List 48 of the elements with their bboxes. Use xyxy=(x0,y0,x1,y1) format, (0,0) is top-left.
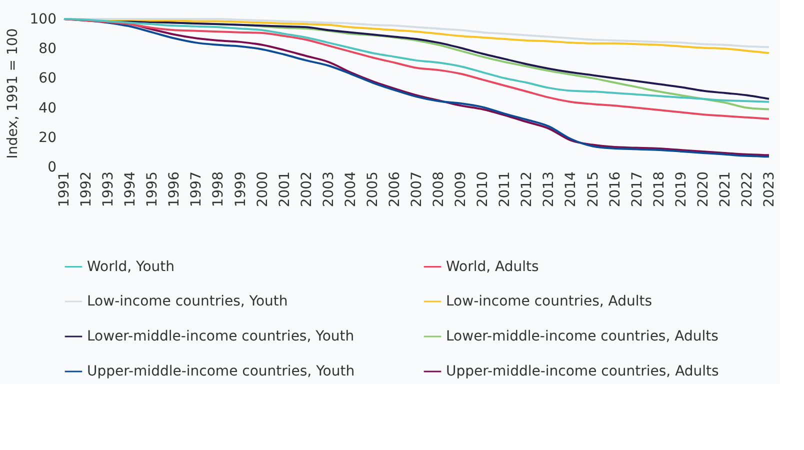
x-tick-label: 1995 xyxy=(144,172,161,208)
x-tick-label: 2022 xyxy=(739,172,756,208)
x-tick-label: 2019 xyxy=(673,172,690,208)
legend-label: Lower-middle-income countries, Adults xyxy=(446,328,718,344)
x-tick-label: 1997 xyxy=(188,172,205,208)
legend-label: Low-income countries, Youth xyxy=(87,294,288,310)
legend-label: Upper-middle-income countries, Youth xyxy=(87,364,355,380)
x-tick-label: 2001 xyxy=(276,172,293,208)
x-tick-label: 2013 xyxy=(541,172,558,208)
x-tick-label: 2008 xyxy=(431,172,448,208)
legend-label: Lower-middle-income countries, Youth xyxy=(87,328,354,344)
x-tick-label: 1991 xyxy=(56,172,72,208)
y-tick-label: 20 xyxy=(38,130,56,146)
x-tick-label: 2006 xyxy=(386,171,403,208)
legend-label: World, Adults xyxy=(446,258,539,275)
x-tick-label: 2014 xyxy=(563,171,580,208)
x-tick-label: 2020 xyxy=(695,172,712,208)
x-tick-label: 2010 xyxy=(475,172,492,208)
x-tick-label: 2003 xyxy=(320,172,337,208)
y-tick-label: 60 xyxy=(38,70,56,87)
x-tick-label: 1996 xyxy=(166,171,183,208)
x-tick-label: 2011 xyxy=(497,172,514,208)
y-axis-title: Index, 1991 = 100 xyxy=(4,28,21,159)
x-tick-label: 2009 xyxy=(453,172,470,208)
x-tick-label: 1992 xyxy=(78,172,95,208)
x-tick-label: 2018 xyxy=(651,172,668,208)
x-tick-label: 2007 xyxy=(409,172,425,208)
y-tick-label: 100 xyxy=(30,12,56,28)
x-tick-label: 2015 xyxy=(585,172,602,208)
x-tick-label: 2012 xyxy=(519,172,536,208)
x-tick-label: 2021 xyxy=(717,172,734,208)
legend-label: Upper-middle-income countries, Adults xyxy=(446,364,719,380)
x-tick-label: 2000 xyxy=(254,172,271,208)
y-tick-label: 40 xyxy=(38,100,56,116)
x-tick-label: 1999 xyxy=(232,172,249,208)
x-tick-label: 2023 xyxy=(762,172,778,208)
legend-label: World, Youth xyxy=(87,258,175,275)
y-tick-label: 80 xyxy=(38,41,56,58)
x-tick-label: 1993 xyxy=(100,172,117,208)
x-tick-label: 1998 xyxy=(210,172,227,208)
x-tick-label: 2002 xyxy=(298,172,315,208)
legend-label: Low-income countries, Adults xyxy=(446,294,652,310)
y-tick-label: 0 xyxy=(48,160,56,176)
x-tick-label: 2017 xyxy=(629,172,646,208)
x-tick-label: 2004 xyxy=(342,171,359,208)
x-tick-label: 1994 xyxy=(122,171,139,208)
x-tick-label: 2005 xyxy=(364,172,381,208)
x-tick-label: 2016 xyxy=(607,171,624,208)
